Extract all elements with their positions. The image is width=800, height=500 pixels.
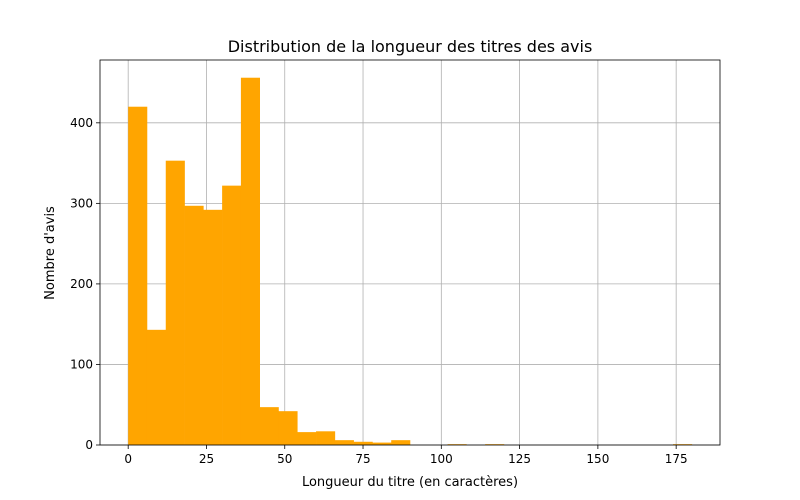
x-axis-label: Longueur du titre (en caractères) <box>302 475 518 490</box>
y-axis-label: Nombre d'avis <box>43 206 58 300</box>
histogram-bar <box>278 411 298 445</box>
histogram-bar <box>372 442 392 445</box>
histogram-bar <box>203 209 223 445</box>
chart-title: Distribution de la longueur des titres d… <box>228 37 593 56</box>
y-tick-label: 300 <box>70 196 93 210</box>
histogram-bar <box>128 106 148 445</box>
histogram-bar <box>485 444 505 445</box>
histogram-bar <box>259 407 279 445</box>
x-tick-label: 125 <box>508 452 531 466</box>
x-tick-label: 25 <box>199 452 214 466</box>
histogram-bar <box>240 77 260 445</box>
x-axis-ticks: 0 25 50 75 100 125 150 175 <box>124 445 688 466</box>
x-tick-label: 50 <box>277 452 292 466</box>
histogram-bar <box>146 329 167 445</box>
histogram-bar <box>297 432 317 445</box>
histogram-bar <box>673 444 693 445</box>
y-tick-label: 400 <box>70 116 93 130</box>
histogram-bar <box>184 205 204 445</box>
histogram-bar <box>165 160 185 445</box>
histogram-bar <box>334 440 354 445</box>
y-tick-label: 0 <box>85 438 93 452</box>
axes-frame <box>99 59 721 446</box>
x-tick-label: 150 <box>586 452 609 466</box>
y-axis-ticks: 0 100 200 300 400 <box>70 116 100 452</box>
x-tick-label: 100 <box>430 452 453 466</box>
histogram-bars <box>128 77 693 445</box>
histogram-bar <box>353 441 373 445</box>
y-tick-label: 200 <box>70 277 93 291</box>
plot-frame <box>99 59 721 446</box>
histogram-bar <box>447 444 467 445</box>
histogram-bar <box>391 440 411 445</box>
x-tick-label: 0 <box>124 452 132 466</box>
y-tick-label: 100 <box>70 357 93 371</box>
x-tick-label: 75 <box>355 452 370 466</box>
x-tick-label: 175 <box>665 452 688 466</box>
histogram-bar <box>222 185 242 445</box>
histogram-bar <box>316 431 336 445</box>
